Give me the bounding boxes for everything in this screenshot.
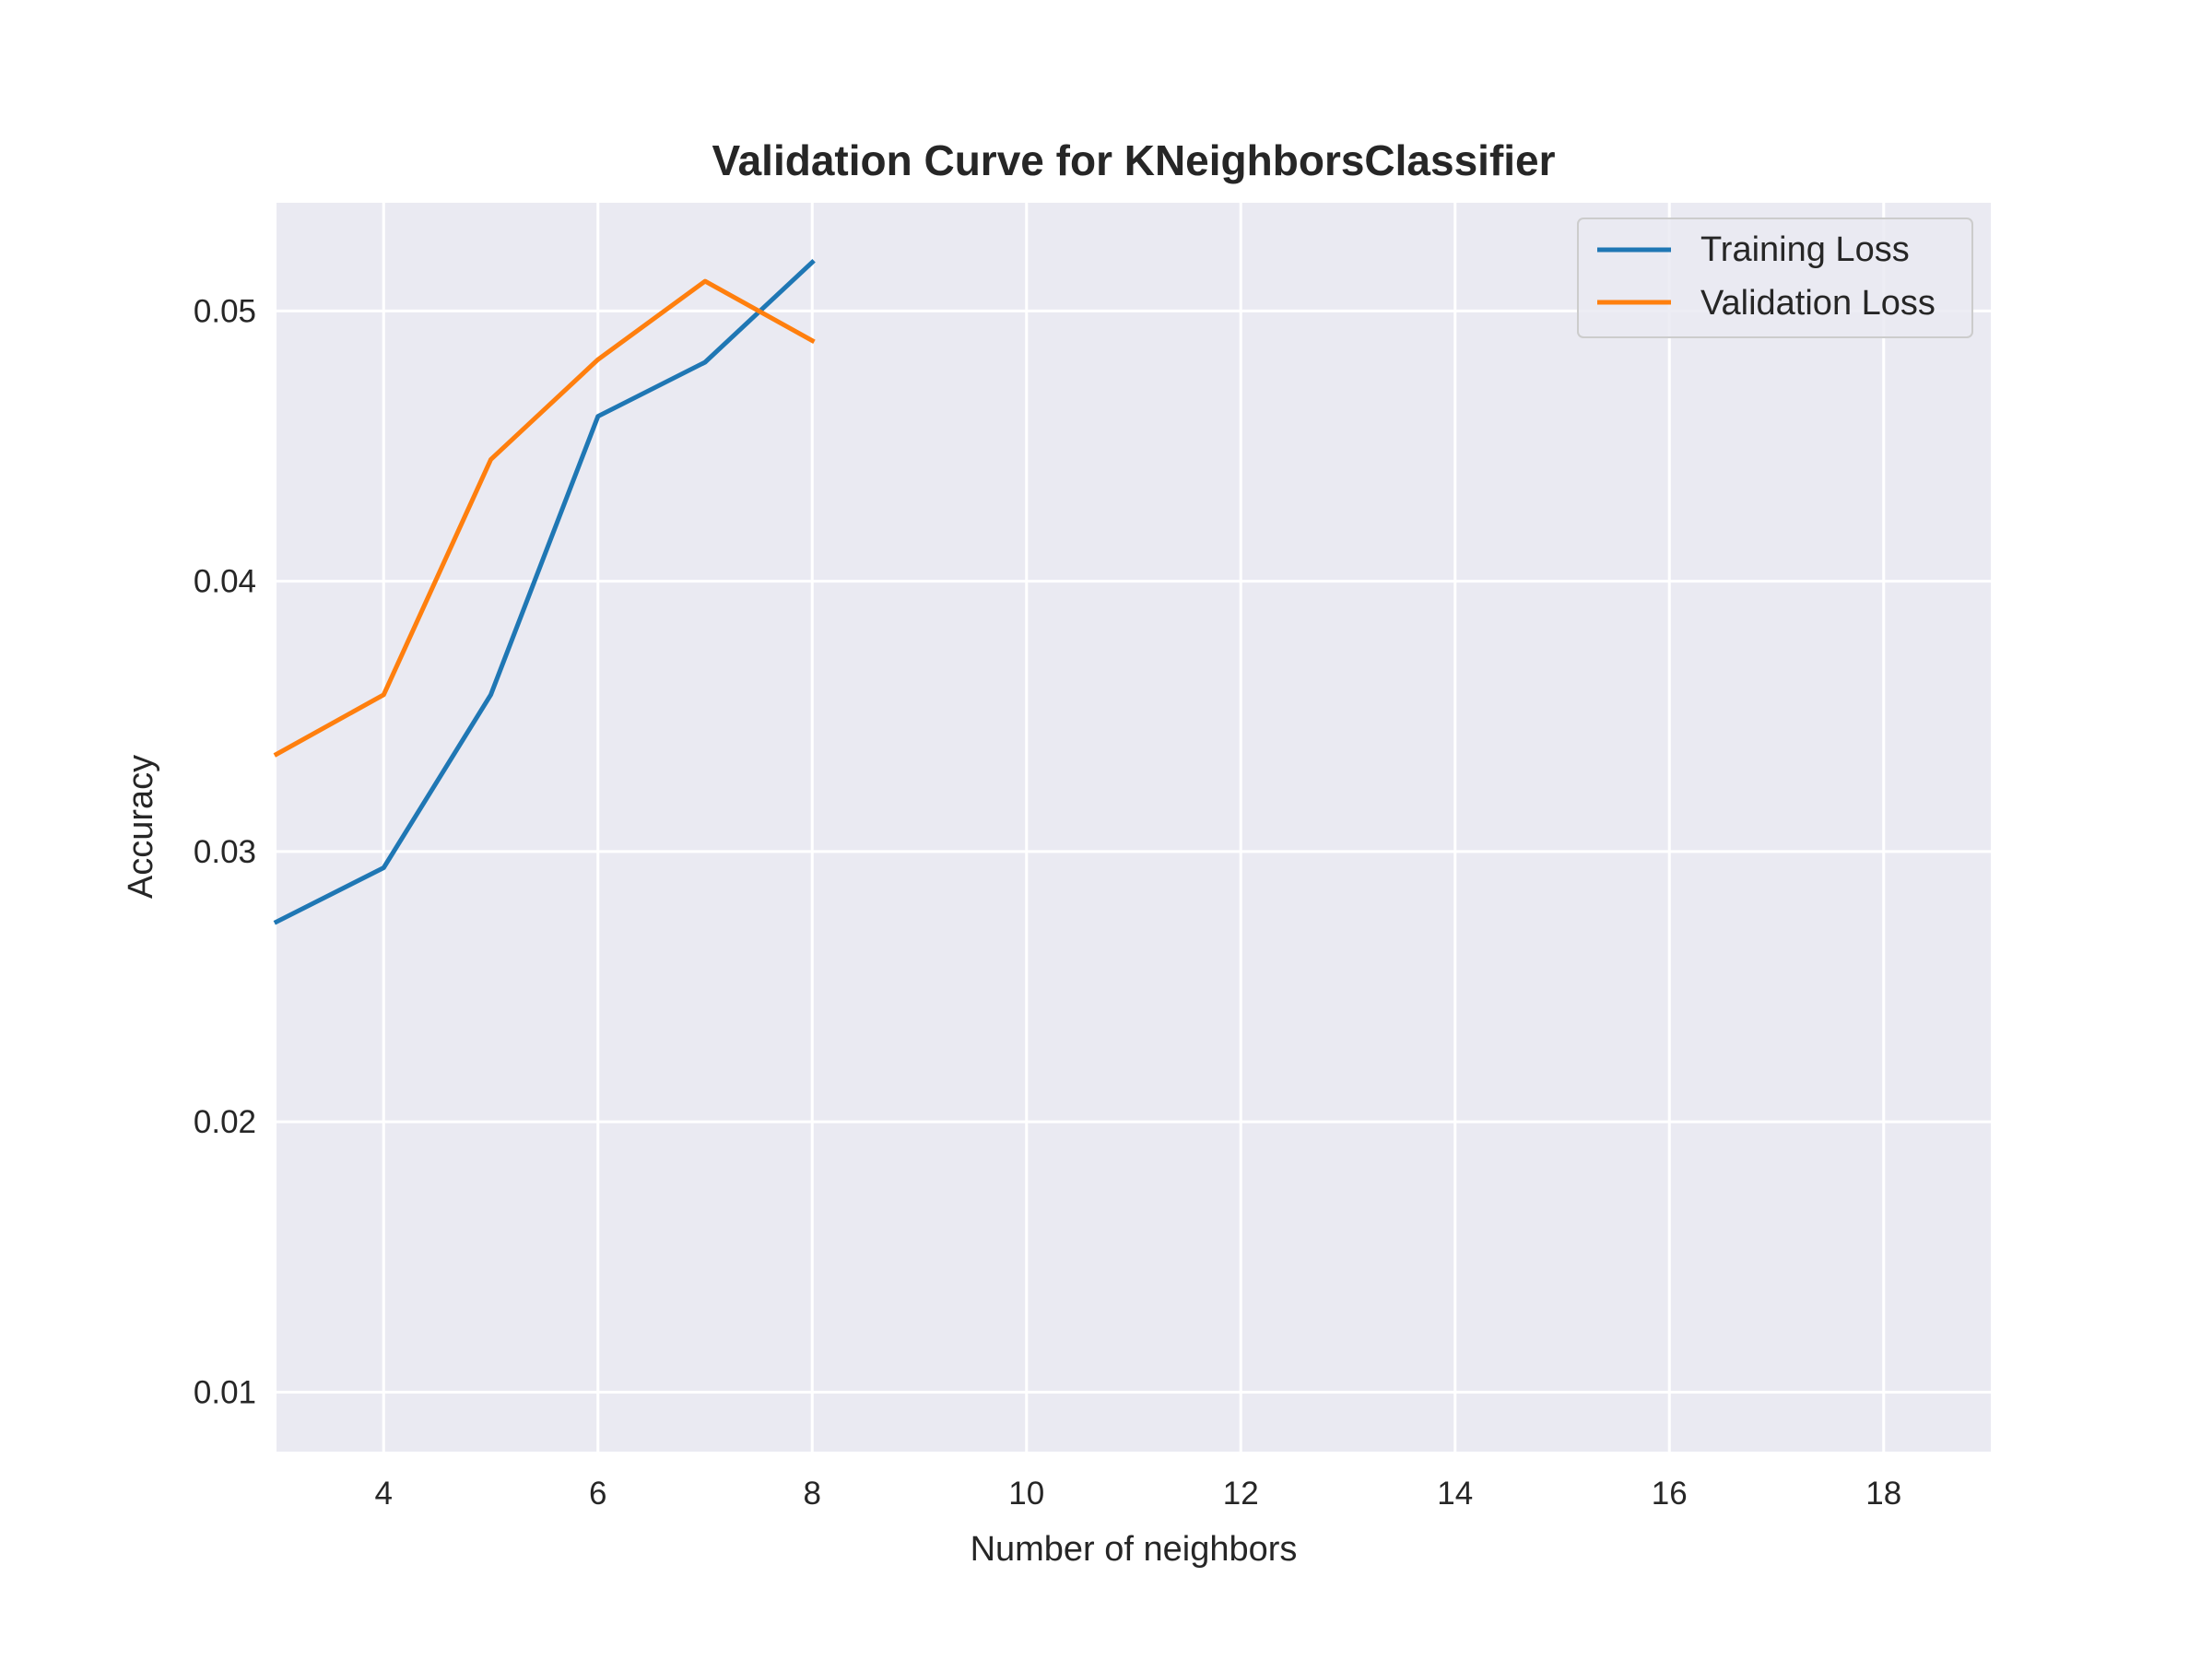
x-tick-label: 4 xyxy=(375,1476,393,1512)
x-tick-label: 14 xyxy=(1437,1476,1473,1512)
x-tick-label: 10 xyxy=(1008,1476,1044,1512)
x-tick-label: 16 xyxy=(1652,1476,1688,1512)
x-tick-label: 12 xyxy=(1223,1476,1259,1512)
series-layer xyxy=(273,258,816,925)
x-tick-label: 6 xyxy=(589,1476,606,1512)
chart-title: Validation Curve for KNeighborsClassifie… xyxy=(712,136,1555,184)
y-tick-label: 0.04 xyxy=(194,564,256,600)
series-line-training-loss xyxy=(273,258,816,925)
legend: Training Loss Validation Loss xyxy=(1577,218,1973,338)
y-tick-label: 0.05 xyxy=(194,293,256,329)
tick-labels: 4 6 8 10 12 14 16 18 0.01 0.02 0.03 0.04 0.05 xyxy=(194,293,1901,1512)
y-tick-label: 0.01 xyxy=(194,1374,256,1410)
legend-label-training-loss: Training Loss xyxy=(1700,230,1910,269)
x-tick-label: 8 xyxy=(804,1476,821,1512)
y-tick-label: 0.03 xyxy=(194,834,256,870)
y-tick-label: 0.02 xyxy=(194,1104,256,1140)
legend-label-validation-loss: Validation Loss xyxy=(1700,284,1936,323)
legend-box xyxy=(1577,218,1973,338)
series-line-validation-loss xyxy=(273,278,816,758)
x-tick-label: 18 xyxy=(1865,1476,1901,1512)
grid xyxy=(276,203,1991,1452)
y-axis-label: Accuracy xyxy=(122,755,160,899)
plot-area xyxy=(276,203,1991,1452)
x-axis-label: Number of neighbors xyxy=(971,1530,1298,1569)
